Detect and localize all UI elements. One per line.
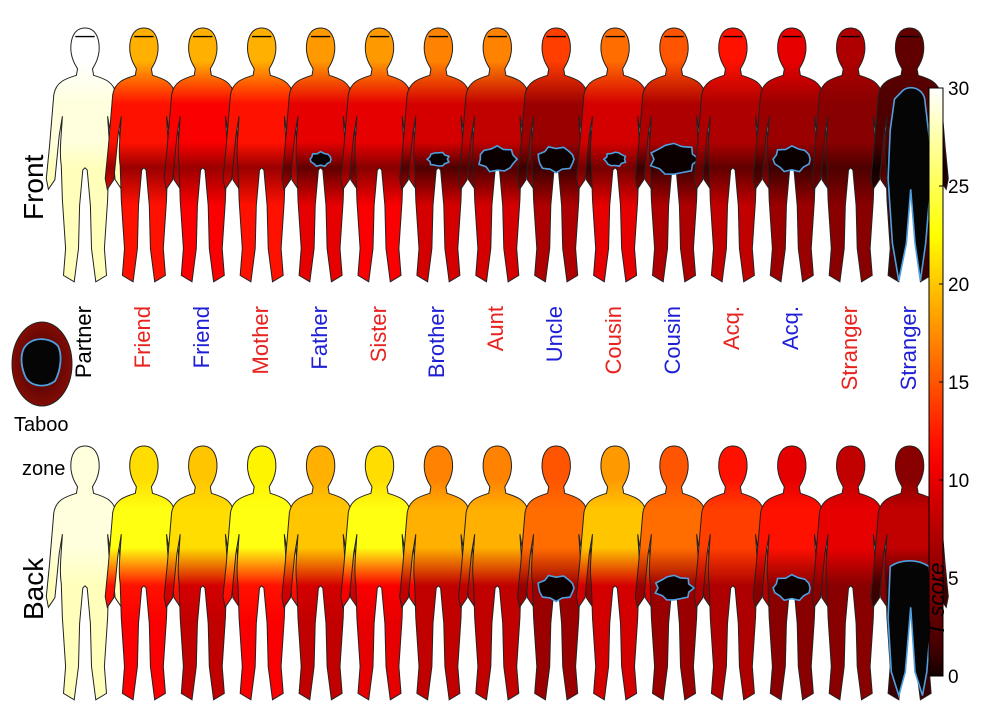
colorbar-tick-label-3: 15 — [948, 373, 969, 394]
body-back-6 — [399, 445, 478, 701]
taboo-zone-front — [602, 151, 627, 168]
body-back-2 — [163, 445, 243, 701]
column-label-4: Father — [306, 306, 332, 370]
column-label-5: Sister — [365, 306, 391, 363]
taboo-zone-back — [772, 573, 811, 602]
row-label-back: Back — [18, 557, 49, 620]
column-label-7: Aunt — [483, 306, 509, 352]
body-back-silhouette — [399, 445, 478, 701]
column-label-1: Friend — [129, 306, 155, 369]
body-front-silhouette — [163, 27, 243, 283]
taboo-zone-front — [649, 142, 701, 176]
body-back-silhouette — [163, 445, 243, 701]
body-front-silhouette — [340, 27, 419, 283]
body-back-silhouette — [104, 445, 184, 701]
body-back-0 — [45, 445, 125, 701]
column-label-9: Cousin — [601, 306, 627, 375]
column-label-3: Mother — [247, 306, 273, 375]
body-front-9 — [575, 27, 655, 283]
body-front-13 — [811, 27, 890, 283]
colorbar-tick-label-1: 5 — [948, 569, 959, 590]
body-front-silhouette — [104, 27, 184, 283]
column-label-6: Brother — [424, 306, 450, 379]
body-back-silhouette — [693, 445, 773, 701]
colorbar-tick-label-4: 20 — [948, 275, 969, 296]
body-front-silhouette — [811, 27, 890, 283]
column-label-13: Stranger — [836, 306, 862, 391]
body-back-7 — [458, 445, 537, 701]
body-back-8 — [516, 445, 596, 701]
colorbar-tick-label-0: 0 — [948, 667, 959, 688]
body-front-1 — [104, 27, 184, 283]
body-front-7 — [458, 27, 537, 283]
body-back-silhouette — [222, 445, 301, 701]
body-front-11 — [693, 27, 773, 283]
taboo-legend-label-2: zone — [22, 458, 66, 480]
body-back-12 — [752, 445, 832, 701]
body-back-13 — [811, 445, 890, 701]
body-back-4 — [281, 445, 360, 701]
body-back-silhouette — [45, 445, 125, 701]
taboo-legend — [11, 321, 73, 407]
body-back-11 — [693, 445, 773, 701]
body-front-silhouette — [693, 27, 773, 283]
front-body-row — [45, 27, 949, 283]
column-label-2: Friend — [188, 306, 214, 369]
taboo-legend-label: Taboo — [14, 414, 69, 436]
colorbar-tick-label-6: 30 — [948, 79, 969, 100]
back-body-row — [45, 445, 949, 701]
taboo-zone-front — [537, 145, 575, 174]
body-front-10 — [634, 27, 714, 283]
body-front-6 — [399, 27, 478, 283]
body-back-silhouette — [281, 445, 360, 701]
body-back-silhouette — [811, 445, 890, 701]
body-back-silhouette — [575, 445, 655, 701]
body-front-silhouette — [45, 27, 125, 283]
body-front-8 — [516, 27, 596, 283]
body-front-0 — [45, 27, 125, 283]
body-back-1 — [104, 445, 184, 701]
body-back-9 — [575, 445, 655, 701]
body-back-silhouette — [458, 445, 537, 701]
colorbar-tick-label-5: 25 — [948, 177, 969, 198]
taboo-zone-front — [887, 86, 932, 281]
body-front-silhouette — [222, 27, 301, 283]
colorbar-label: T score — [924, 562, 949, 636]
column-label-11: Acq. — [718, 306, 744, 351]
taboo-zone-front — [425, 151, 451, 167]
body-back-silhouette — [340, 445, 419, 701]
column-label-14: Stranger — [895, 306, 921, 391]
column-label-10: Cousin — [660, 306, 685, 375]
body-back-10 — [634, 445, 714, 701]
column-label-12: Acq. — [777, 306, 803, 351]
taboo-zone-back — [537, 574, 575, 603]
colorbar: 0 5 10 15 20 25 30 — [928, 79, 969, 688]
taboo-zone-back — [654, 574, 696, 601]
legend-taboo-blob — [20, 338, 62, 387]
body-front-5 — [340, 27, 419, 283]
taboo-zone-front — [772, 144, 811, 173]
body-back-5 — [340, 445, 419, 701]
body-front-12 — [752, 27, 832, 283]
column-label-0: Partner — [71, 306, 96, 379]
body-front-3 — [222, 27, 301, 283]
taboo-zone-front — [309, 150, 332, 168]
body-front-2 — [163, 27, 243, 283]
row-label-front: Front — [18, 154, 49, 220]
column-label-8: Uncle — [542, 306, 568, 363]
body-front-4 — [281, 27, 360, 283]
taboo-zone-front — [477, 144, 519, 173]
body-back-3 — [222, 445, 301, 701]
colorbar-tick-label-2: 10 — [948, 471, 969, 492]
